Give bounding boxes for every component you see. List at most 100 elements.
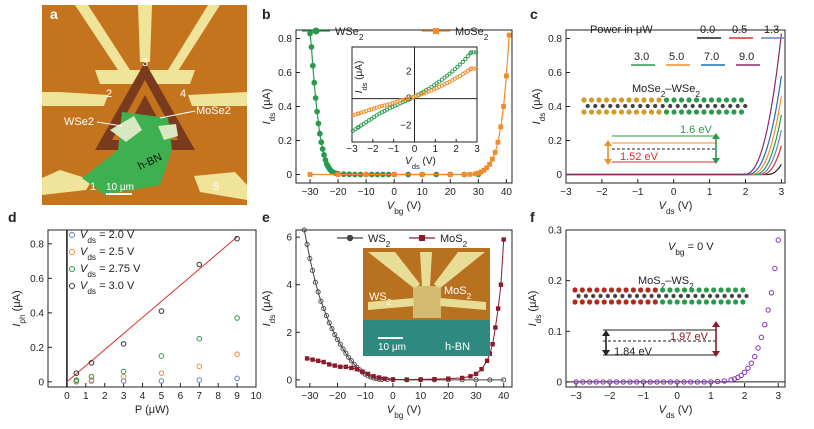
data-point xyxy=(337,341,343,347)
lattice-atom xyxy=(608,287,615,293)
panel-a: 1 2 3 4 5 WSe2 MoSe2 h-BN 10 μm a xyxy=(42,5,247,205)
inset-data-point xyxy=(403,97,408,102)
panel-letter-c: c xyxy=(530,6,538,22)
x-tick-label: −3 xyxy=(560,187,572,198)
data-point xyxy=(432,376,437,382)
lattice-atom xyxy=(678,109,685,115)
inset-y-tick-label: −2 xyxy=(400,121,412,132)
lattice-atom xyxy=(645,103,650,109)
x-tick-label: 40 xyxy=(498,391,510,402)
lattice-atom xyxy=(594,287,600,293)
lattice-atom xyxy=(633,97,640,103)
x-axis-label: Vbg (V) xyxy=(387,200,421,216)
inset-data-point xyxy=(413,94,418,99)
lattice-atom xyxy=(605,293,610,299)
x-tick-label: 1 xyxy=(707,187,713,198)
data-point xyxy=(492,150,498,155)
data-point xyxy=(447,172,453,177)
y-tick-label: 0 xyxy=(38,377,44,388)
y-tick-label: 6 xyxy=(286,233,292,244)
lattice-atom xyxy=(718,287,724,293)
inset-data-point xyxy=(439,77,445,82)
x-axis-label: Vbg (V) xyxy=(387,404,421,420)
lattice-atom xyxy=(581,109,587,115)
lattice-atom xyxy=(601,299,607,305)
micro-e-electrode xyxy=(434,252,485,289)
x-tick-label: 20 xyxy=(445,187,457,198)
data-point xyxy=(329,326,335,332)
panel-letter-f: f xyxy=(530,209,535,225)
data-point xyxy=(308,44,315,50)
data-point xyxy=(304,241,310,247)
inset-data-point xyxy=(460,59,465,64)
micro-a-scale-label: 10 μm xyxy=(106,182,134,193)
x-tick-label: −2 xyxy=(604,391,616,402)
inset-data-point xyxy=(374,113,379,118)
lattice-atom xyxy=(705,103,710,109)
y-tick-label: 0.1 xyxy=(548,327,562,338)
data-point xyxy=(120,373,127,380)
legend-marker xyxy=(69,232,75,238)
lattice-atom xyxy=(703,287,710,293)
data-point xyxy=(751,353,758,360)
lattice-atom xyxy=(678,97,685,103)
y-tick-label: 0.8 xyxy=(278,34,292,45)
inset-data-point xyxy=(457,62,462,67)
data-point xyxy=(481,167,487,173)
lattice-atom xyxy=(737,293,742,299)
inset-x-axis-label: Vds (V) xyxy=(405,156,436,171)
lattice-atom xyxy=(648,97,655,103)
lattice-atom xyxy=(648,109,655,115)
lattice-atom xyxy=(693,97,700,103)
lattice-atom xyxy=(718,299,724,305)
lattice-atom xyxy=(693,293,698,299)
data-point xyxy=(674,379,680,385)
inset-data-point xyxy=(469,50,474,55)
lattice-atom xyxy=(725,287,731,293)
inset-x-tick-label: −3 xyxy=(346,144,358,155)
lattice-atom xyxy=(722,293,727,299)
micro-e-ws2-label: WS2 xyxy=(369,291,392,307)
data-point xyxy=(316,130,323,137)
arrow-head xyxy=(604,159,612,165)
micro-e-electrode xyxy=(368,252,420,289)
micro-a-electrode-label: 3 xyxy=(142,57,148,69)
lattice-atom xyxy=(660,103,665,109)
inset-data-point xyxy=(392,100,397,105)
gap-label-low: 1.52 eV xyxy=(620,151,659,163)
y-tick-label: 0 xyxy=(286,170,292,181)
plot-frame xyxy=(295,229,513,388)
lattice-atom xyxy=(588,109,595,115)
x-tick-label: 1 xyxy=(708,391,714,402)
inset-data-point xyxy=(474,50,479,55)
lattice-atom xyxy=(689,299,695,305)
legend-label: 0.5 xyxy=(732,24,747,36)
lattice-atom xyxy=(701,97,707,103)
x-tick-label: −30 xyxy=(302,187,319,198)
data-point xyxy=(73,370,80,376)
data-point xyxy=(158,308,165,314)
lattice-atom xyxy=(618,97,625,103)
lattice-atom xyxy=(703,299,710,305)
y-tick-label: 0.3 xyxy=(548,226,562,237)
data-point xyxy=(721,378,728,384)
data-point xyxy=(493,325,498,330)
data-point xyxy=(307,172,313,177)
x-axis-label: Vds (V) xyxy=(659,404,693,420)
micro-e-electrode xyxy=(440,298,486,310)
inset-data-point xyxy=(350,113,355,118)
lattice-atom xyxy=(641,109,647,115)
x-tick-label: 0 xyxy=(390,391,396,402)
inset-data-point xyxy=(469,66,474,71)
inset-x-tick-label: 0 xyxy=(412,144,418,155)
x-tick-label: 6 xyxy=(178,391,184,402)
data-point xyxy=(640,379,647,385)
data-point xyxy=(613,379,620,385)
lattice-atom xyxy=(601,287,607,293)
x-tick-label: 20 xyxy=(443,391,455,402)
x-tick-label: −3 xyxy=(570,391,582,402)
data-point xyxy=(501,377,507,383)
inset-data-point xyxy=(474,66,479,71)
lattice-atom xyxy=(740,287,746,293)
data-point xyxy=(391,172,397,177)
